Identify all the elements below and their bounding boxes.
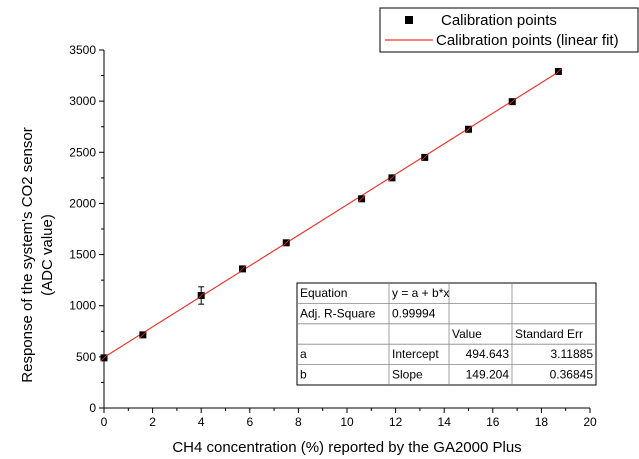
data-point-fit-overlay [508,97,517,106]
x-tick-label: 20 [583,415,597,429]
table-cell: Equation [300,286,347,300]
x-tick-label: 16 [486,415,500,429]
table-cell: a [300,347,307,361]
legend-marker-square [405,16,413,24]
data-point-fit-overlay [139,331,147,339]
table-cell: b [300,368,307,382]
x-tick-label: 2 [149,415,156,429]
data-point-fit-overlay [100,354,108,362]
y-ticks: 0 500 1000 1500 2000 2500 3000 3500 [69,43,104,415]
x-tick-label: 6 [246,415,253,429]
y-axis-label: Response of the system's CO2 sensor [19,127,36,382]
data-point-fit-overlay [464,125,473,134]
y-tick-label: 3000 [69,94,96,108]
x-ticks: 0 2 4 6 8 10 12 14 16 18 20 [101,408,597,429]
table-cell: 0.36845 [550,368,594,382]
table-cell: Standard Err [515,327,583,341]
x-tick-label: 0 [101,415,108,429]
x-tick-label: 8 [295,415,302,429]
data-point-fit-overlay [388,174,396,182]
y-axis-label-unit: (ADC value) [39,214,56,296]
table-cell: 3.11885 [551,347,594,361]
x-axis-label: CH4 concentration (%) reported by the GA… [172,439,521,456]
table-cell: Adj. R-Square [300,306,376,320]
y-tick-label: 1000 [69,299,96,313]
y-tick-label: 2000 [69,196,96,210]
y-tick-label: 2500 [69,145,96,159]
x-tick-label: 12 [389,415,403,429]
fit-line-group [103,71,559,358]
table-cell: Slope [392,368,423,382]
legend-label: Calibration points (linear fit) [436,32,619,49]
data-point-fit-overlay [554,67,563,76]
table-cell: 0.99994 [392,306,436,320]
x-tick-label: 14 [438,415,452,429]
legend-box [379,7,639,53]
y-tick-label: 1500 [69,248,96,262]
legend: Calibration points Calibration points (li… [379,7,639,53]
stats-table: Equation y = a + b*x Adj. R-Square 0.99994 V… [296,282,597,386]
x-tick-label: 18 [535,415,549,429]
table-cell: Intercept [392,347,439,361]
x-tick-label: 4 [198,415,205,429]
x-tick-label: 10 [340,415,354,429]
table-frame [296,282,597,386]
data-points [100,67,563,362]
legend-label: Calibration points [441,12,557,29]
y-tick-label: 3500 [69,43,96,57]
data-point-fit-overlay [357,195,366,203]
y-tick-label: 500 [76,350,96,364]
data-point-fit-overlay [282,239,291,247]
fit-line [103,71,559,358]
table-cell: Value [452,327,482,341]
table-cell: 149.204 [466,368,510,382]
table-cell: y = a + b*x [392,286,449,300]
data-point-fit-overlay [197,291,205,300]
table-cell: 494.643 [466,347,510,361]
y-tick-label: 0 [89,401,96,415]
data-point-fit-overlay [420,153,429,162]
data-point-fit-overlay [238,265,247,273]
